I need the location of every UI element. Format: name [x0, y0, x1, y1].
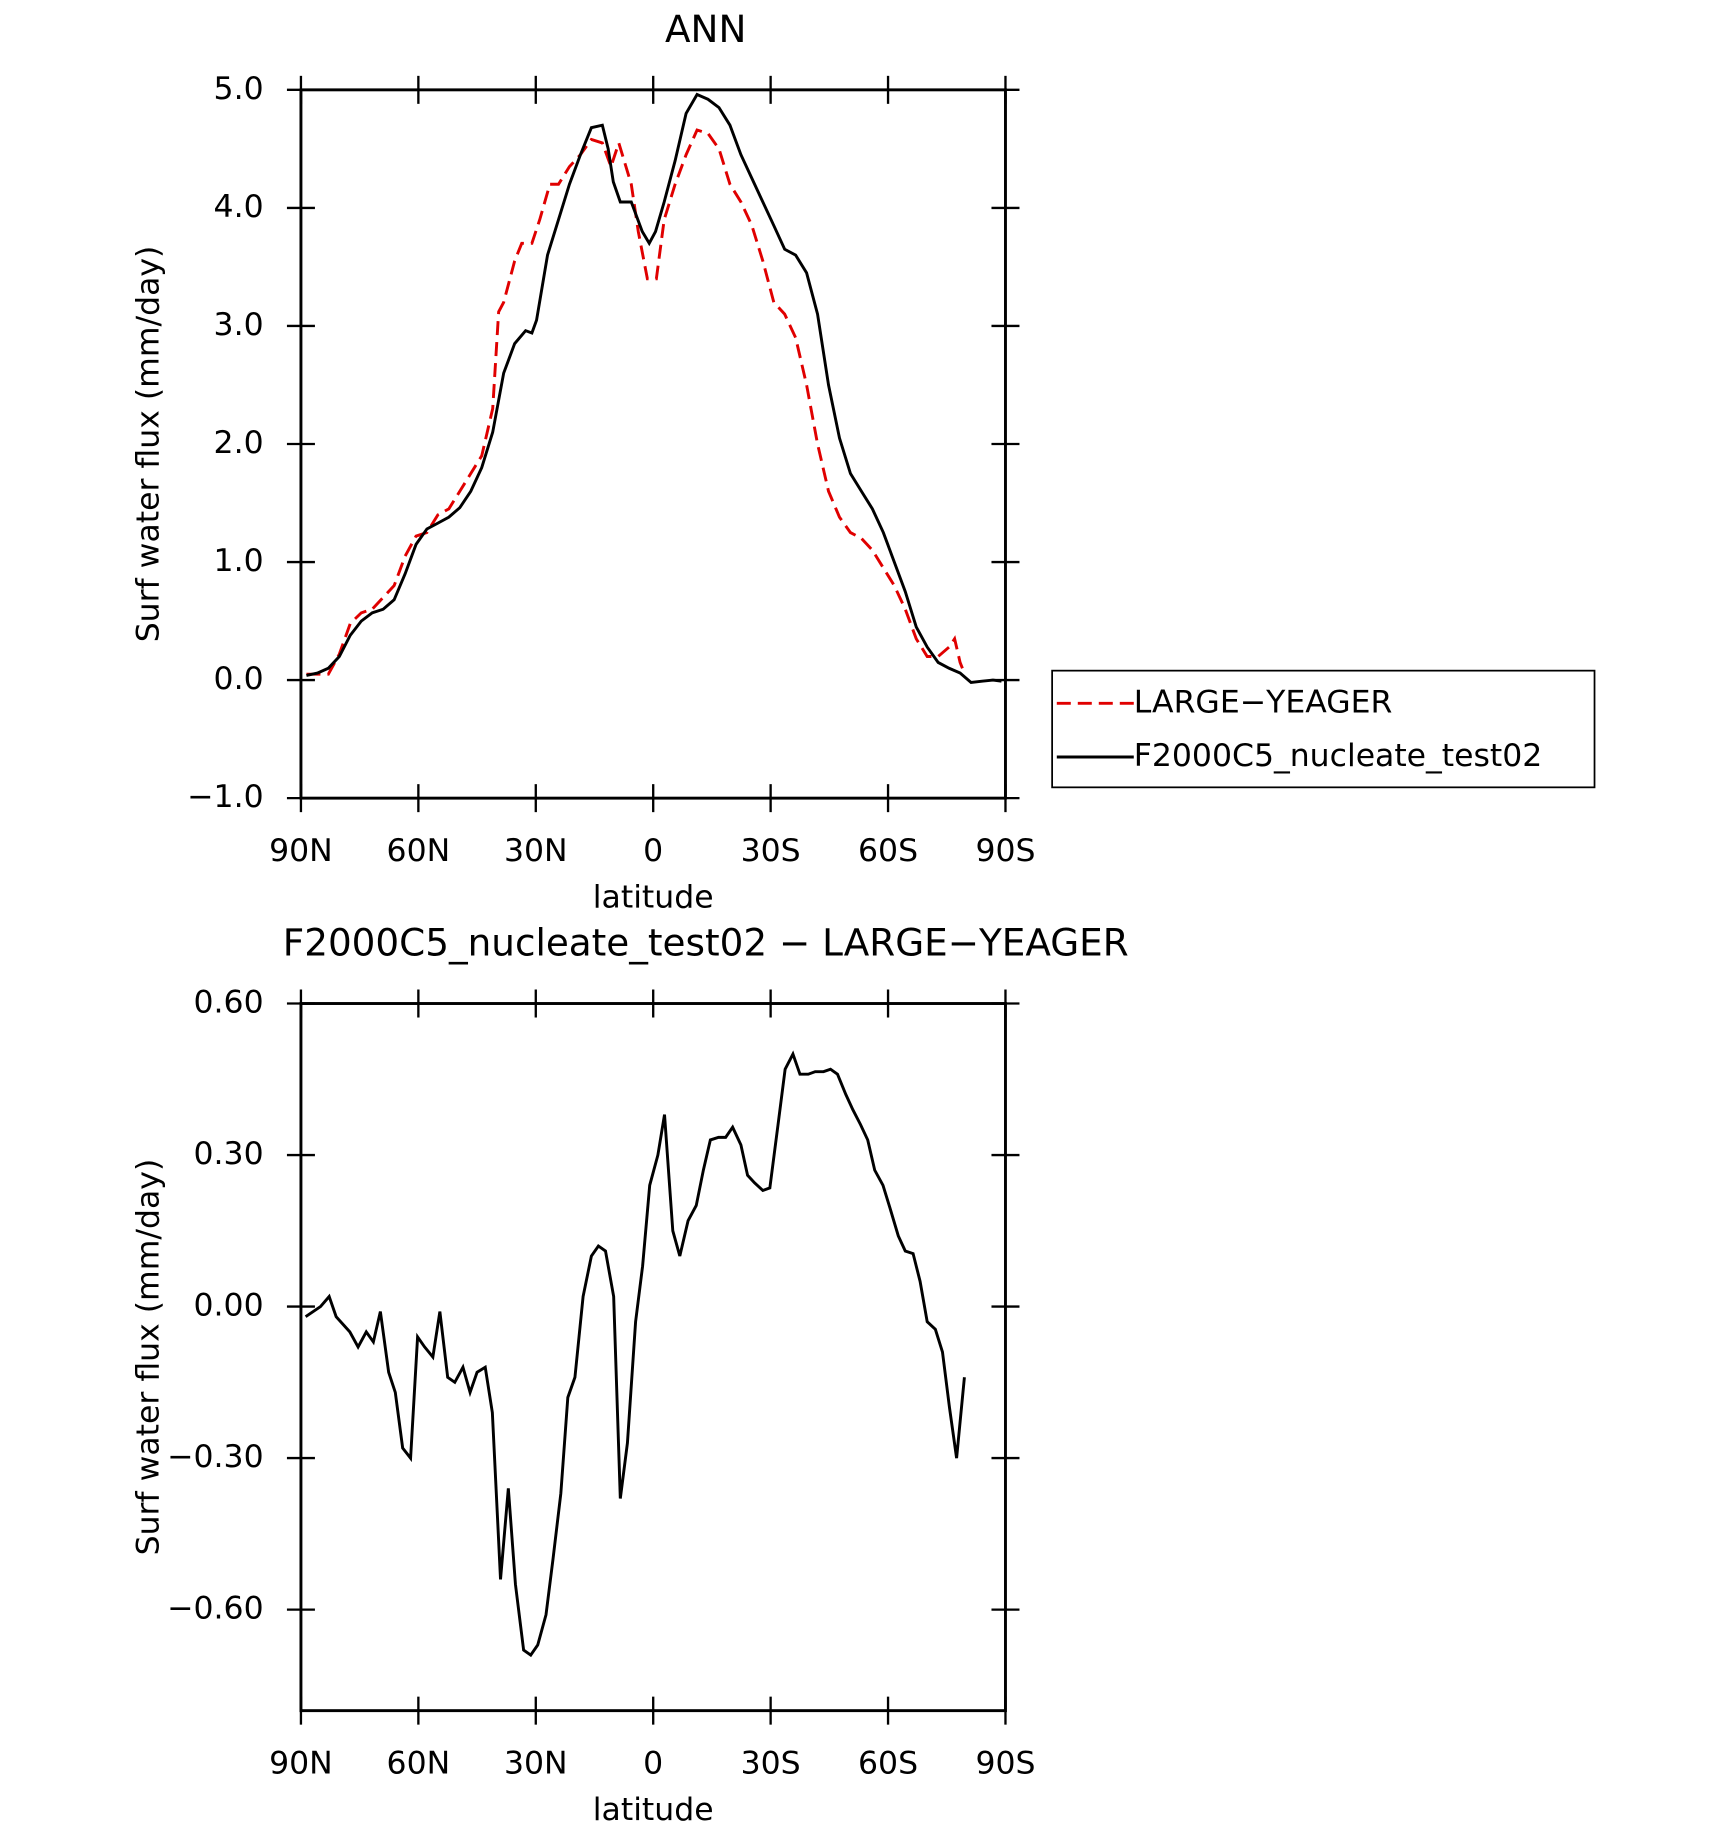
x-tick-label: 60S [858, 833, 918, 869]
x-axis-label: latitude [593, 1792, 714, 1828]
y-tick-label: −0.60 [167, 1591, 263, 1627]
legend-box [1051, 669, 1596, 789]
y-tick-label: 4.0 [214, 189, 264, 225]
data-line [304, 1050, 966, 1658]
y-axis-label: Surf water flux (mm/day) [130, 246, 166, 643]
y-tick-label: −0.30 [167, 1439, 263, 1475]
x-tick-label: 30S [741, 833, 801, 869]
legend-label: LARGE−YEAGER [1134, 684, 1393, 720]
x-tick-label: 0 [643, 833, 663, 869]
y-tick-label: 0.30 [194, 1136, 264, 1172]
plot-frame [299, 1002, 1007, 1713]
y-tick-label: 2.0 [214, 425, 264, 461]
y-tick-label: 0.00 [194, 1288, 264, 1324]
x-axis-label: latitude [593, 879, 714, 915]
x-tick-label: 60N [387, 1745, 451, 1781]
y-tick-label: 1.0 [214, 543, 264, 579]
x-tick-label: 30N [504, 1745, 568, 1781]
y-tick-label: 3.0 [214, 307, 264, 343]
x-tick-label: 90N [269, 833, 333, 869]
x-tick-label: 60S [858, 1745, 918, 1781]
x-tick-label: 30S [741, 1745, 801, 1781]
chart-title: F2000C5_nucleate_test02 − LARGE−YEAGER [283, 921, 1129, 965]
x-tick-label: 0 [643, 1745, 663, 1781]
y-axis-label: Surf water flux (mm/day) [130, 1159, 166, 1556]
data-line [306, 92, 1002, 685]
y-tick-label: −1.0 [187, 779, 263, 815]
x-tick-label: 90N [269, 1745, 333, 1781]
y-tick-label: 5.0 [214, 71, 264, 107]
x-tick-label: 90S [975, 833, 1035, 869]
y-tick-label: 0.0 [214, 661, 264, 697]
legend-label: F2000C5_nucleate_test02 [1134, 738, 1543, 774]
x-tick-label: 60N [387, 833, 451, 869]
y-tick-label: 0.60 [194, 985, 264, 1021]
x-tick-label: 30N [504, 833, 568, 869]
x-tick-label: 90S [975, 1745, 1035, 1781]
plot-frame [299, 88, 1007, 800]
chart-title: ANN [665, 7, 746, 51]
